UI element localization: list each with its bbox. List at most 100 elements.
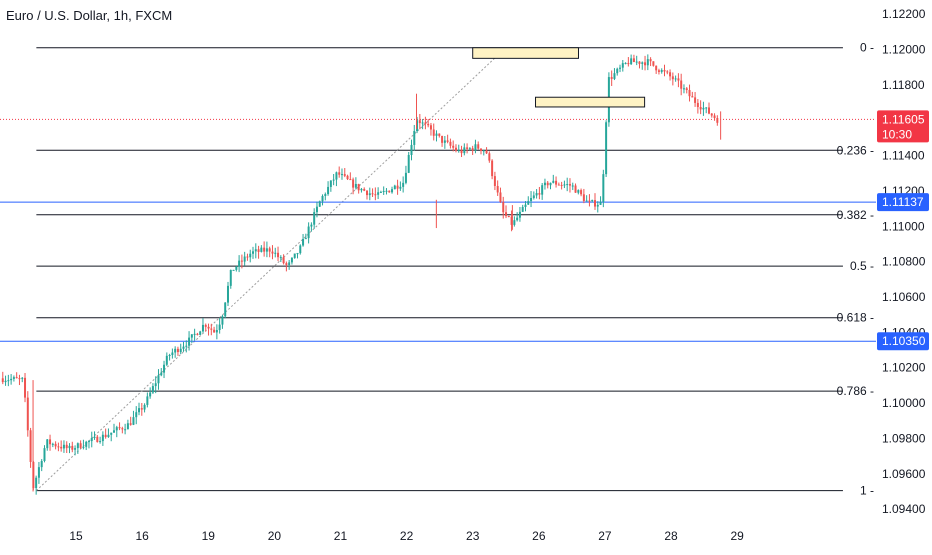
price-tick-label: 1.09600 xyxy=(882,467,926,481)
current-price-box xyxy=(877,110,929,143)
candle-body xyxy=(413,131,416,145)
candle-body xyxy=(557,184,560,186)
candle-body xyxy=(616,68,619,74)
time-tick-label: 29 xyxy=(730,529,744,543)
candle-body xyxy=(138,408,141,413)
candle-body xyxy=(644,62,647,66)
price-label-box xyxy=(877,332,929,351)
trend-line-group[interactable] xyxy=(36,47,507,491)
time-tick-label: 26 xyxy=(532,529,546,543)
candle-body xyxy=(488,153,491,161)
price-tick-label: 1.12200 xyxy=(882,7,926,21)
candle-body xyxy=(366,190,369,196)
candle-body xyxy=(96,436,99,443)
time-tick-label: 28 xyxy=(664,529,678,543)
candle-body xyxy=(313,212,316,225)
candle-body xyxy=(357,183,360,191)
countdown-text: 10:30 xyxy=(882,127,912,141)
candle-body xyxy=(388,190,391,193)
price-tick-label: 1.11400 xyxy=(882,149,925,163)
candle-body xyxy=(674,78,677,80)
candle-body xyxy=(477,144,480,149)
candle-body xyxy=(324,194,327,196)
candle-body xyxy=(649,59,652,62)
candle-body xyxy=(688,90,691,97)
candle-body xyxy=(566,184,569,186)
price-axis[interactable]: 1.122001.120001.118001.116001.114001.112… xyxy=(882,7,926,516)
zones[interactable] xyxy=(472,47,646,108)
candle-body xyxy=(163,364,166,373)
candle-body xyxy=(463,147,466,154)
candle-body xyxy=(655,65,658,71)
candle-body xyxy=(527,201,530,205)
candle-body xyxy=(535,193,538,196)
candle-body xyxy=(471,148,474,151)
candle-body xyxy=(532,195,535,198)
candle-body xyxy=(288,262,291,266)
candle-body xyxy=(15,377,18,379)
candle-body xyxy=(479,148,482,151)
candle-body xyxy=(377,192,380,195)
candle-body xyxy=(132,417,135,425)
candle-body xyxy=(669,72,672,77)
candle-body xyxy=(327,186,330,195)
horizontal-lines[interactable] xyxy=(0,118,876,342)
candle-body xyxy=(588,200,591,202)
fib-retracement[interactable]: 0 - 0.236 - 0.382 - 0.5 - 0.618 - 0.786 - 1 - xyxy=(36,41,874,498)
candle-body xyxy=(201,324,204,332)
candles xyxy=(1,54,722,495)
candle-body xyxy=(571,185,574,187)
candle-body xyxy=(404,172,407,183)
candle-body xyxy=(46,439,49,449)
candle-body xyxy=(115,427,118,431)
fib-level-label: 0 - xyxy=(860,41,874,55)
price-tick-label: 1.09800 xyxy=(882,431,926,445)
candle-body xyxy=(382,190,385,192)
candle-body xyxy=(118,427,121,429)
candle-body xyxy=(282,257,285,264)
candle-body xyxy=(499,192,502,203)
price-label-text: 1.10350 xyxy=(882,334,926,348)
price-tick-label: 1.09400 xyxy=(882,502,926,516)
fib-level-label: 0.5 - xyxy=(850,259,874,273)
candle-body xyxy=(352,179,355,188)
candle-body xyxy=(121,428,124,430)
candle-body xyxy=(224,302,227,317)
candle-body xyxy=(619,67,622,69)
candle-body xyxy=(582,194,585,201)
candle-body xyxy=(694,97,697,103)
candle-body xyxy=(599,201,602,205)
candle-body xyxy=(421,122,424,124)
candle-body xyxy=(71,445,74,450)
candle-body xyxy=(307,226,310,239)
fib-level-label: 0.382 - xyxy=(837,208,874,222)
candle-body xyxy=(4,380,7,383)
candle-body xyxy=(549,182,552,186)
candle-body xyxy=(630,58,633,65)
candle-body xyxy=(391,189,394,193)
candle-body xyxy=(635,61,638,63)
candle-body xyxy=(627,62,630,65)
candle-body xyxy=(452,145,455,148)
candle-body xyxy=(193,333,196,335)
candle-body xyxy=(154,383,157,387)
supply-zone xyxy=(472,47,579,59)
time-tick-label: 23 xyxy=(466,529,480,543)
candle-body xyxy=(321,195,324,202)
candle-body xyxy=(538,193,541,195)
candle-body xyxy=(229,270,232,286)
candle-body xyxy=(160,372,163,376)
candle-body xyxy=(235,266,238,270)
time-axis[interactable]: 15 16 19 20 21 22 23 26 27 28 29 xyxy=(69,529,744,543)
candle-body xyxy=(416,120,419,132)
candle-body xyxy=(680,80,683,89)
candle-body xyxy=(51,443,54,445)
candle-body xyxy=(126,423,129,430)
candle-body xyxy=(49,439,52,445)
price-tick-label: 1.10000 xyxy=(882,396,926,410)
candle-body xyxy=(707,107,710,114)
candle-body xyxy=(466,147,469,149)
candle-body xyxy=(638,61,641,64)
